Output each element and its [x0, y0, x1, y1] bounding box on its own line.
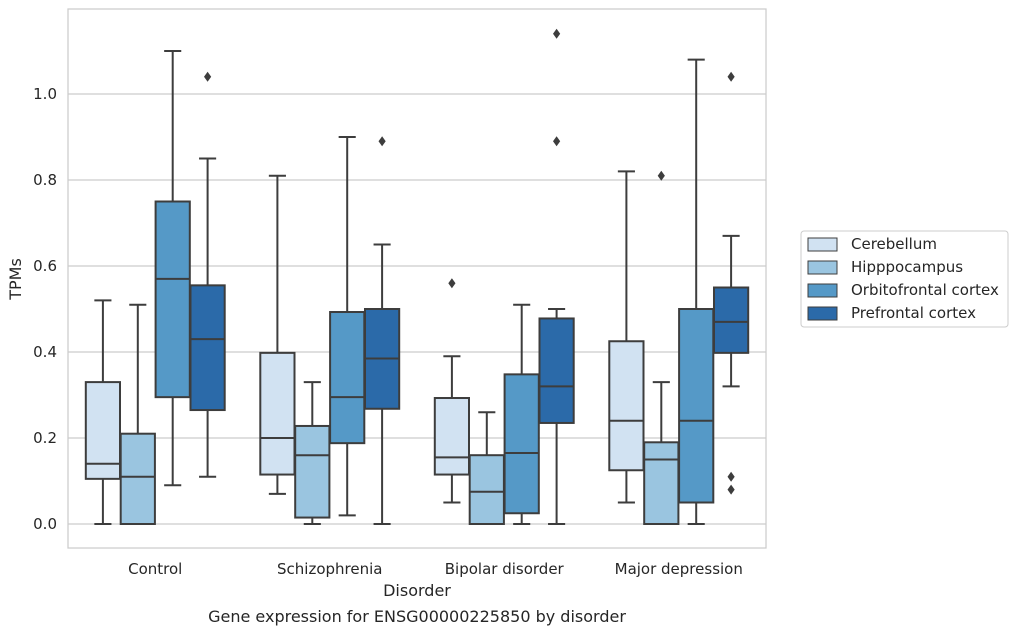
box-iqr	[259, 351, 296, 476]
y-axis-ticks: 0.0 0.2 0.4 0.6 0.8 1.0	[33, 85, 57, 533]
outlier-point	[727, 471, 735, 482]
legend-swatch	[807, 306, 838, 321]
box-iqr	[503, 373, 540, 515]
box-iqr	[84, 381, 122, 480]
box-iqr	[643, 441, 680, 525]
plot-frame	[67, 8, 767, 549]
legend-swatch	[807, 260, 838, 275]
x-tick-label: Bipolar disorder	[445, 560, 565, 578]
outlier-point	[553, 136, 561, 147]
box-cerebellum	[259, 174, 296, 495]
box-cerebellum	[84, 299, 122, 525]
box-iqr	[154, 200, 191, 399]
outlier-point	[553, 28, 561, 39]
y-tick-label: 0.4	[33, 343, 57, 361]
box-hipppocampus	[119, 303, 156, 526]
box-hipppocampus	[468, 411, 505, 526]
chart-caption: Gene expression for ENSG00000225850 by d…	[208, 607, 626, 626]
box-iqr	[189, 284, 226, 412]
x-tick-label: Schizophrenia	[277, 560, 382, 578]
box-iqr	[294, 424, 331, 519]
x-axis-ticks: Control Schizophrenia Bipolar disorder Majo…	[128, 560, 743, 578]
legend-swatch	[807, 283, 838, 298]
outlier-point	[657, 170, 665, 181]
box-iqr	[712, 286, 750, 354]
box-orbitofrontal-cortex	[503, 303, 540, 525]
box-prefrontal-cortex	[189, 71, 226, 478]
y-tick-label: 0.2	[33, 429, 57, 447]
outlier-point	[727, 484, 735, 495]
box-prefrontal-cortex	[363, 136, 401, 525]
box-orbitofrontal-cortex	[329, 136, 366, 517]
outlier-point	[727, 71, 735, 82]
outlier-point	[204, 71, 212, 82]
box-orbitofrontal-cortex	[678, 58, 715, 525]
legend-label: Cerebellum	[851, 235, 937, 253]
outlier-point	[448, 278, 456, 289]
outlier-point	[378, 136, 386, 147]
x-tick-label: Major depression	[615, 560, 743, 578]
box-iqr	[329, 311, 366, 445]
box-iqr	[608, 340, 645, 472]
x-tick-label: Control	[128, 560, 182, 578]
y-axis-label: TPMs	[6, 258, 25, 301]
box-hipppocampus	[643, 170, 680, 525]
box-iqr	[433, 397, 471, 476]
legend: Cerebellum Hipppocampus Orbitofrontal cort…	[800, 230, 1009, 328]
x-axis-label: Disorder	[383, 581, 451, 600]
legend-frame	[800, 230, 1009, 328]
box-prefrontal-cortex	[538, 28, 575, 525]
legend-swatch	[807, 237, 838, 252]
legend-label: Orbitofrontal cortex	[851, 281, 999, 299]
legend-label: Prefrontal cortex	[851, 304, 976, 322]
box-series	[84, 28, 750, 526]
box-cerebellum	[433, 278, 471, 504]
y-tick-label: 0.8	[33, 171, 57, 189]
box-iqr	[678, 308, 715, 504]
box-orbitofrontal-cortex	[154, 50, 191, 487]
y-tick-label: 1.0	[33, 85, 57, 103]
box-iqr	[468, 454, 505, 526]
box-prefrontal-cortex	[712, 71, 750, 495]
box-iqr	[119, 432, 156, 526]
box-hipppocampus	[294, 381, 331, 525]
y-tick-label: 0.0	[33, 515, 57, 533]
legend-label: Hipppocampus	[851, 258, 963, 276]
y-tick-label: 0.6	[33, 257, 57, 275]
box-cerebellum	[608, 170, 645, 504]
box-iqr	[538, 317, 575, 424]
